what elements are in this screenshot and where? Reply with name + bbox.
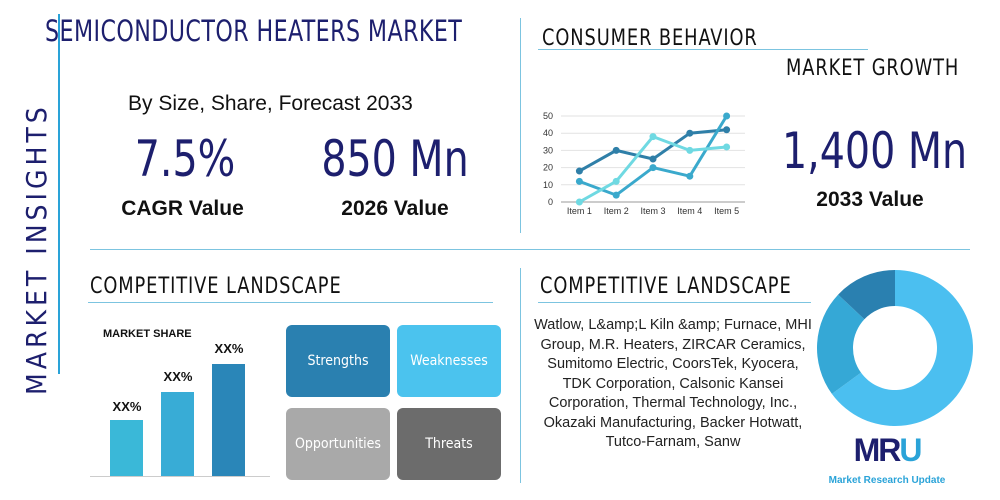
y-tick-label: 30 — [543, 145, 553, 155]
data-point — [575, 167, 583, 175]
data-point — [612, 191, 620, 199]
donut-slice — [831, 270, 973, 426]
logo-mark: MRU — [853, 432, 923, 468]
x-tick-label: Item 5 — [714, 206, 739, 216]
value-2033: 1,400 Mn — [782, 122, 968, 180]
swot-strengths: Strengths — [286, 325, 390, 397]
share-bar — [110, 420, 143, 476]
label-2033: 2033 Value — [816, 188, 924, 211]
subtitle: By Size, Share, Forecast 2033 — [128, 92, 413, 115]
label-2026: 2026 Value — [341, 197, 449, 220]
y-tick-label: 10 — [543, 180, 553, 190]
divider — [90, 249, 970, 250]
logo-text: Market Research Update — [828, 475, 946, 486]
data-point — [612, 177, 620, 185]
data-point — [723, 143, 731, 151]
x-tick-label: Item 1 — [567, 206, 592, 216]
share-bar — [212, 364, 245, 476]
data-point — [575, 198, 583, 206]
data-point — [723, 112, 731, 120]
y-tick-label: 40 — [543, 128, 553, 138]
data-point — [723, 126, 731, 134]
donut-slice — [817, 294, 865, 394]
y-tick-label: 0 — [548, 197, 553, 207]
data-point — [612, 146, 620, 154]
swot-weaknesses: Weaknesses — [397, 325, 501, 397]
cagr-value: 7.5% — [134, 130, 236, 188]
competitive-landscape-heading-right: COMPETITIVE LANDSCAPE — [540, 274, 792, 299]
swot-threats: Threats — [397, 408, 501, 480]
donut-slice — [838, 270, 895, 320]
data-point — [686, 172, 694, 180]
divider — [520, 268, 521, 483]
competitive-landscape-heading: COMPETITIVE LANDSCAPE — [90, 274, 342, 299]
divider — [538, 302, 811, 303]
y-tick-label: 20 — [543, 163, 553, 173]
share-bar — [161, 392, 194, 476]
x-tick-label: Item 4 — [677, 206, 702, 216]
key-players-text: Watlow, L&amp;L Kiln &amp; Furnace, MHI … — [534, 317, 812, 450]
consumer-behavior-heading: CONSUMER BEHAVIOR — [542, 26, 758, 51]
data-point — [575, 177, 583, 185]
y-tick-label: 50 — [543, 111, 553, 121]
divider — [538, 49, 868, 50]
swot-opportunities: Opportunities — [286, 408, 390, 480]
share-label: XX% — [163, 369, 193, 384]
market-share-title: MARKET SHARE — [103, 328, 192, 340]
data-point — [649, 133, 657, 141]
divider — [520, 18, 521, 233]
side-label: MARKET INSIGHTS — [20, 103, 53, 395]
x-tick-label: Item 3 — [640, 206, 665, 216]
data-point — [649, 164, 657, 172]
divider — [58, 14, 60, 374]
share-label: XX% — [214, 341, 244, 356]
divider — [88, 302, 493, 303]
data-point — [686, 146, 694, 154]
value-2026: 850 Mn — [321, 130, 469, 188]
axis — [90, 476, 270, 477]
share-label: XX% — [112, 399, 142, 414]
data-point — [686, 129, 694, 137]
cagr-label: CAGR Value — [121, 197, 244, 220]
line-chart: 0 10 20 30 40 50 Item 1 Item 2 Item 3 Item 4 Item … — [543, 111, 745, 216]
donut-chart — [817, 270, 973, 426]
data-point — [649, 155, 657, 163]
page-title: SEMICONDUCTOR HEATERS MARKET — [45, 14, 463, 48]
market-growth-heading: MARKET GROWTH — [786, 56, 960, 81]
x-tick-label: Item 2 — [604, 206, 629, 216]
